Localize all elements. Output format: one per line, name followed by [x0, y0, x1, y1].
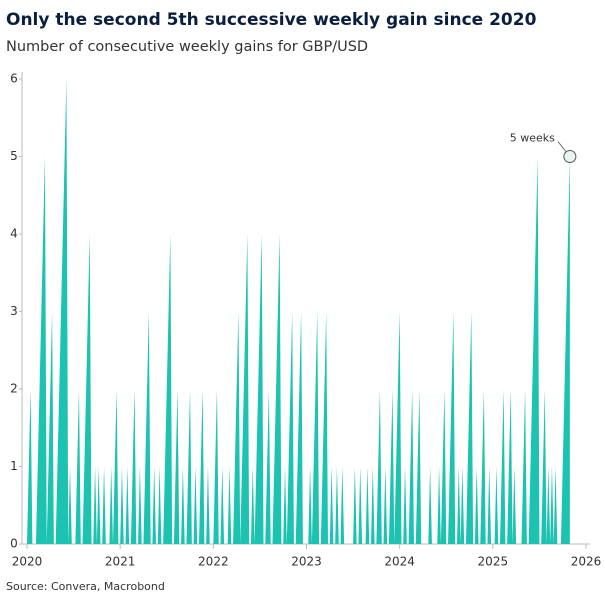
- x-tick-label: 2026: [571, 555, 602, 569]
- x-tick-label: 2024: [384, 555, 415, 569]
- x-tick-label: 2022: [198, 555, 229, 569]
- highlight-point: [563, 150, 577, 163]
- annotation-leader: [557, 141, 567, 152]
- x-tick-label: 2025: [478, 555, 509, 569]
- area: [27, 79, 570, 544]
- y-tick-label: 5: [10, 149, 18, 163]
- y-tick-label: 0: [10, 537, 18, 551]
- source: Source: Convera, Macrobond: [6, 580, 165, 593]
- chart-subtitle: Number of consecutive weekly gains for G…: [6, 39, 368, 55]
- y-tick-label: 2: [10, 382, 18, 396]
- x-tick-label: 2020: [12, 555, 43, 569]
- y-tick-label: 6: [10, 72, 18, 86]
- y-tick-label: 3: [10, 304, 18, 318]
- x-tick-label: 2021: [105, 555, 136, 569]
- chart-title: Only the second 5th successive weekly ga…: [6, 10, 537, 30]
- y-tick-label: 1: [10, 459, 18, 473]
- y-tick-label: 4: [10, 227, 18, 241]
- annotation: 5 weeks: [510, 132, 555, 145]
- x-tick-label: 2023: [291, 555, 322, 569]
